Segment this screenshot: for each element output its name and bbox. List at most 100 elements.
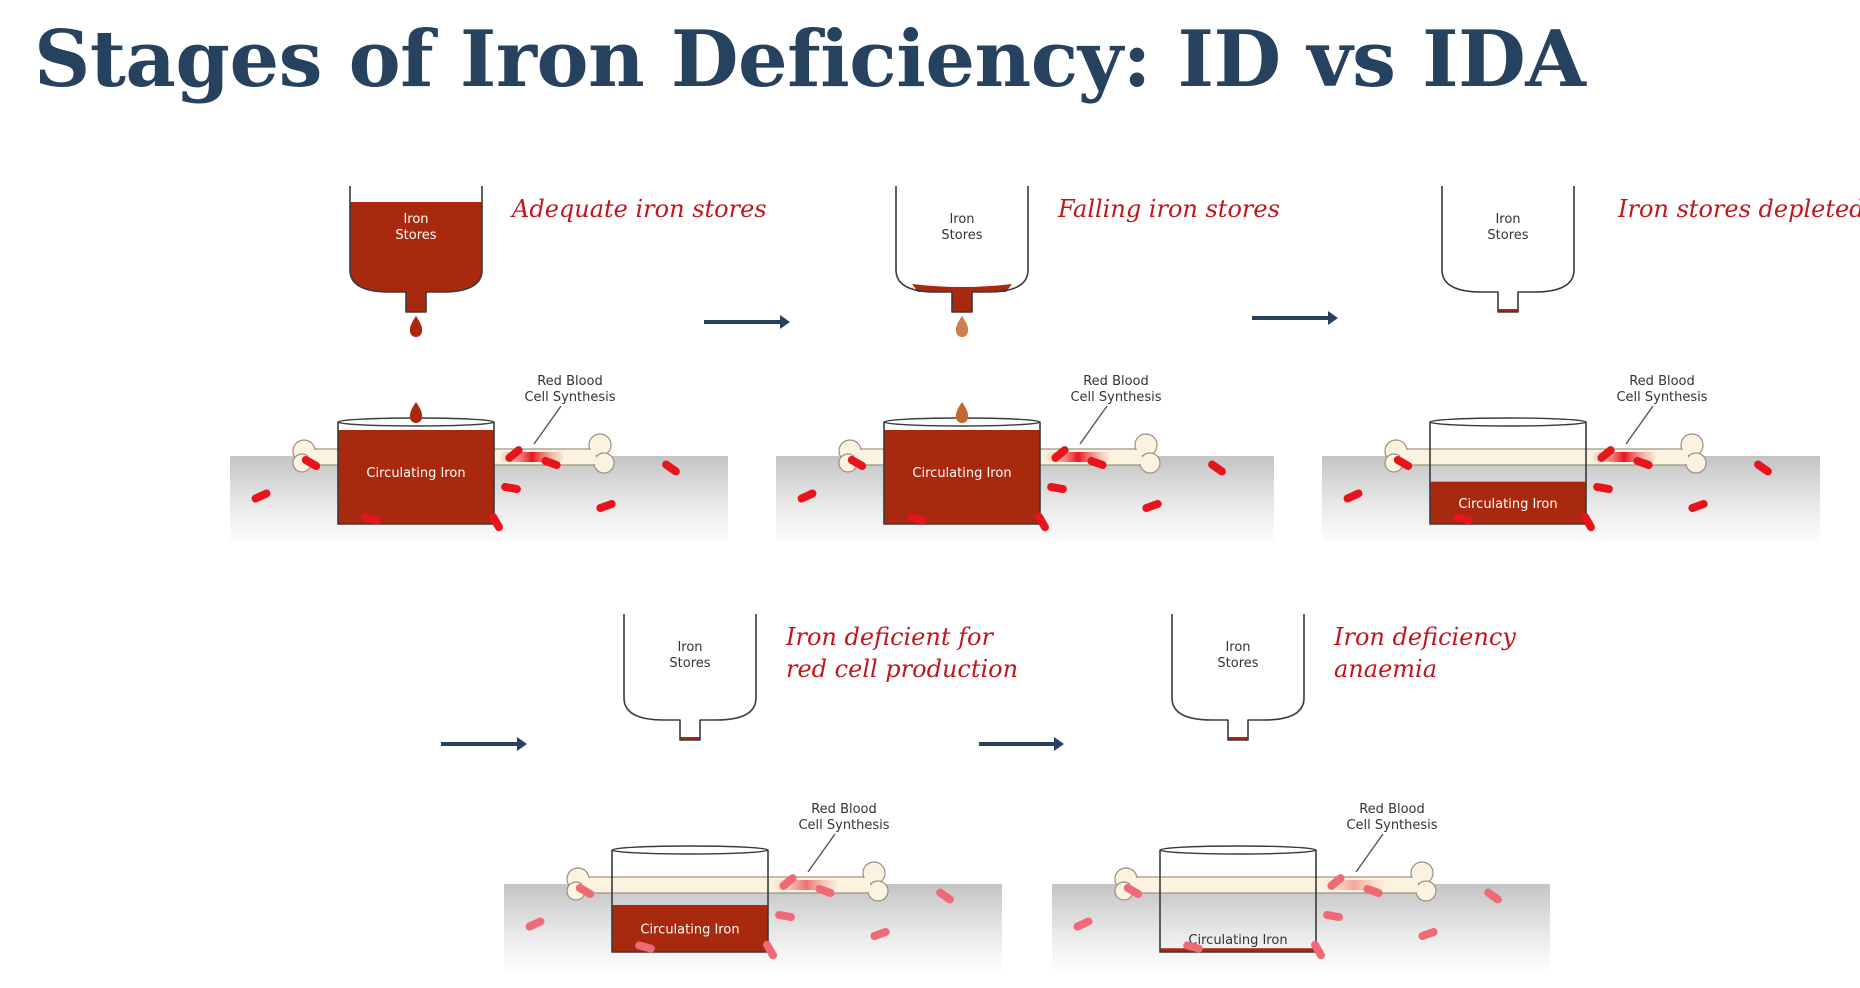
red-blood-cell-icon bbox=[1484, 888, 1502, 904]
red-blood-cell-icon bbox=[1343, 489, 1363, 503]
red-blood-cell-icon bbox=[361, 513, 381, 525]
bone-knob bbox=[867, 880, 889, 902]
red-blood-cell-icon bbox=[1073, 917, 1093, 931]
red-blood-cell-icon bbox=[1597, 446, 1615, 462]
blood-drop-icon bbox=[955, 402, 969, 423]
red-blood-cell-icon bbox=[1593, 482, 1613, 494]
arrow-head bbox=[1328, 311, 1338, 325]
blood-drop-icon bbox=[409, 402, 423, 423]
red-blood-cell-icon bbox=[1453, 513, 1473, 525]
iron-stores-label: Stores bbox=[941, 228, 982, 243]
red-blood-cell-icon bbox=[596, 499, 616, 513]
red-blood-cell-icon bbox=[1688, 499, 1708, 513]
red-blood-cell-icon bbox=[301, 456, 321, 470]
bone-knob bbox=[1415, 880, 1437, 902]
rbc-synthesis-pointer bbox=[1625, 405, 1654, 445]
iron-stores-outline bbox=[895, 186, 1029, 313]
red-blood-cell-icon bbox=[575, 884, 595, 898]
red-blood-cell-icon bbox=[1754, 460, 1772, 476]
red-blood-cell-icon bbox=[779, 874, 797, 890]
red-blood-cell-icon bbox=[775, 910, 795, 922]
circulating-iron-container: Circulating Iron bbox=[883, 417, 1041, 525]
blood-drop-icon bbox=[409, 316, 423, 337]
red-blood-cell-icon bbox=[907, 513, 927, 525]
container-outline bbox=[337, 422, 495, 525]
iron-stores-outline bbox=[623, 614, 757, 741]
iron-stores-label: Stores bbox=[395, 228, 436, 243]
iron-stores-label: Stores bbox=[1217, 656, 1258, 671]
red-blood-cell-icon bbox=[1183, 941, 1203, 953]
iron-stores-label: Iron bbox=[403, 212, 428, 227]
iron-stores-outline bbox=[349, 186, 483, 313]
red-blood-cell-icon bbox=[1047, 482, 1067, 494]
iron-stores-label: Stores bbox=[669, 656, 710, 671]
arrow-head bbox=[1054, 737, 1064, 751]
arrow-head bbox=[517, 737, 527, 751]
bone-icon bbox=[1384, 433, 1707, 474]
red-blood-cell-icon bbox=[1393, 456, 1413, 470]
red-blood-cell-icon bbox=[1323, 910, 1343, 922]
container-outline bbox=[883, 422, 1041, 525]
red-blood-cell-icon bbox=[1581, 512, 1595, 532]
container-outline bbox=[1159, 850, 1317, 953]
right-arrow-icon bbox=[441, 737, 527, 751]
red-blood-cell-icon bbox=[1142, 499, 1162, 513]
red-blood-cell-icon bbox=[847, 456, 867, 470]
iron-stores-outline bbox=[1171, 614, 1305, 741]
red-blood-cell-icon bbox=[489, 512, 503, 532]
circulating-iron-label: Circulating Iron bbox=[912, 466, 1011, 481]
arrow-head bbox=[780, 315, 790, 329]
iron-stores-outline bbox=[1441, 186, 1575, 313]
rbc-synthesis-label: Cell Synthesis bbox=[1346, 818, 1437, 833]
red-blood-cell-icon bbox=[936, 888, 954, 904]
stage-caption: Iron deficient for bbox=[785, 623, 994, 651]
red-blood-cell-icon bbox=[1208, 460, 1226, 476]
red-blood-cell-icon bbox=[1311, 940, 1325, 960]
red-blood-cell-icon bbox=[251, 489, 271, 503]
red-blood-cell-icon bbox=[1087, 456, 1107, 470]
stage-caption: red cell production bbox=[786, 655, 1018, 683]
stage-caption: Falling iron stores bbox=[1057, 195, 1280, 223]
red-blood-cell-icon bbox=[1035, 512, 1049, 532]
tissue-band bbox=[1052, 884, 1550, 974]
red-blood-cell-icon bbox=[870, 927, 890, 941]
stage-caption: Adequate iron stores bbox=[510, 195, 767, 223]
red-blood-cell-icon bbox=[1633, 456, 1653, 470]
red-blood-cell-icon bbox=[662, 460, 680, 476]
circulating-iron-fill bbox=[1160, 948, 1316, 952]
circulating-iron-label: Circulating Iron bbox=[640, 923, 739, 938]
rbc-synthesis-pointer bbox=[533, 405, 562, 445]
stage-caption: anaemia bbox=[1334, 655, 1437, 683]
iron-stores-label: Iron bbox=[677, 640, 702, 655]
iron-stores-fill bbox=[912, 284, 1012, 312]
circulating-iron-label: Circulating Iron bbox=[1188, 933, 1287, 948]
red-blood-cell-icon bbox=[525, 917, 545, 931]
circulating-iron-label: Circulating Iron bbox=[1458, 497, 1557, 512]
circulating-iron-label: Circulating Iron bbox=[366, 466, 465, 481]
slide-title: Stages of Iron Deficiency: ID vs IDA bbox=[34, 14, 1586, 105]
red-blood-cell-icon bbox=[501, 482, 521, 494]
circulating-iron-container: Circulating Iron bbox=[337, 417, 495, 525]
red-blood-cell-icon bbox=[541, 456, 561, 470]
rbc-synthesis-pointer bbox=[1079, 405, 1108, 445]
red-blood-cell-icon bbox=[505, 446, 523, 462]
rbc-synthesis-label: Cell Synthesis bbox=[524, 390, 615, 405]
red-blood-cell-icon bbox=[797, 489, 817, 503]
circulating-iron-fill bbox=[338, 430, 494, 524]
iron-stores-label: Iron bbox=[1225, 640, 1250, 655]
iron-stores-fill bbox=[350, 186, 482, 312]
rbc-synthesis-pointer bbox=[1355, 833, 1384, 873]
red-blood-cell-icon bbox=[635, 941, 655, 953]
